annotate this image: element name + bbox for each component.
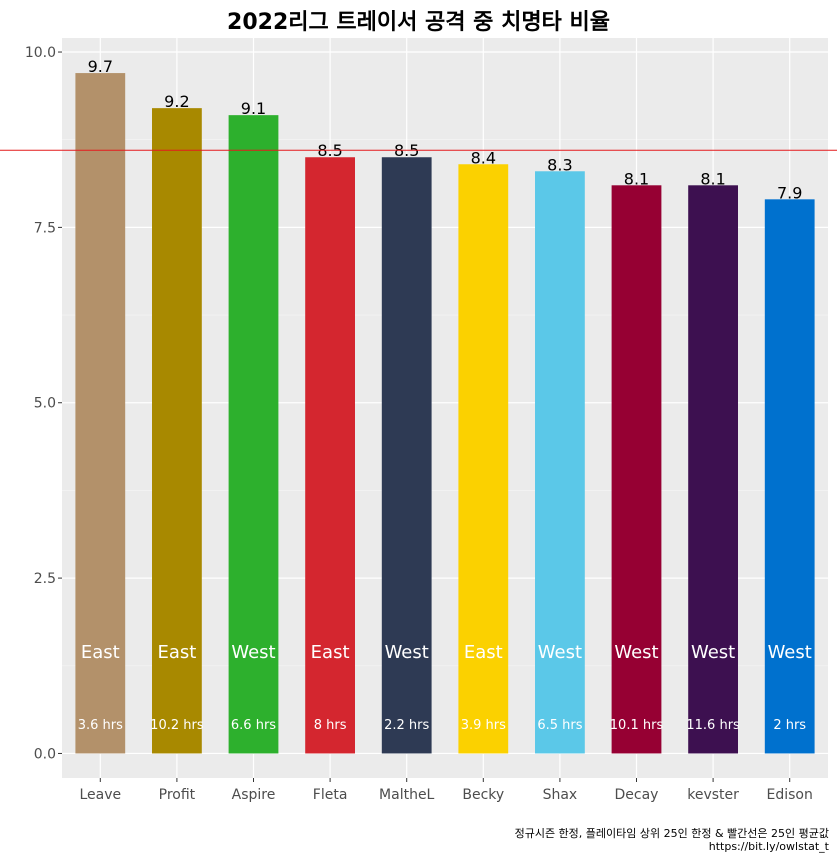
hours-label: 2 hrs [773, 718, 806, 733]
bar-value-label: 9.1 [241, 99, 266, 118]
x-tick-label: Aspire [232, 787, 276, 803]
bar-value-label: 9.2 [164, 92, 189, 111]
chart-caption-note: 정규시즌 한정, 플레이타임 상위 25인 한정 & 빨간선은 25인 평균값 [514, 827, 829, 840]
x-tick-label: Shax [543, 787, 578, 803]
y-tick-label: 2.5 [34, 571, 56, 587]
hours-label: 8 hrs [314, 718, 347, 733]
division-label: East [157, 642, 196, 663]
hours-label: 11.6 hrs [686, 718, 740, 733]
x-tick-label: MaltheL [379, 787, 435, 803]
bar-becky [458, 164, 509, 754]
hours-label: 10.2 hrs [150, 718, 204, 733]
hours-label: 6.6 hrs [231, 718, 276, 733]
division-label: East [464, 642, 503, 663]
bar-value-label: 8.5 [394, 141, 419, 160]
division-label: East [81, 642, 120, 663]
division-label: West [385, 642, 429, 663]
hours-label: 6.5 hrs [537, 718, 582, 733]
division-label: West [691, 642, 735, 663]
y-tick-label: 5.0 [34, 396, 56, 412]
division-label: West [538, 642, 582, 663]
bar-value-label: 9.7 [88, 57, 113, 76]
bar-profit [152, 108, 202, 754]
bar-value-label: 8.4 [471, 148, 496, 167]
x-tick-label: Profit [159, 787, 196, 803]
x-tick-label: Decay [615, 787, 659, 803]
bar-value-label: 8.1 [624, 169, 649, 188]
bar-kevster [688, 185, 738, 754]
hours-label: 10.1 hrs [610, 718, 664, 733]
bar-value-label: 7.9 [777, 183, 802, 202]
division-label: West [231, 642, 275, 663]
bar-leave [75, 73, 126, 754]
hours-label: 3.6 hrs [78, 718, 123, 733]
bar-shax [535, 171, 585, 754]
bar-edison [764, 199, 815, 754]
bar-malthel [381, 157, 432, 754]
bar-value-label: 8.3 [547, 155, 572, 174]
y-tick-label: 10.0 [25, 45, 56, 61]
chart-caption-link: https://bit.ly/owlstat_t [708, 840, 829, 853]
bar-fleta [305, 157, 355, 754]
x-tick-label: Becky [462, 787, 504, 803]
bar-decay [611, 185, 662, 754]
division-label: East [311, 642, 350, 663]
y-tick-label: 0.0 [34, 746, 56, 762]
hours-label: 2.2 hrs [384, 718, 429, 733]
chart-title: 2022리그 트레이서 공격 중 치명타 비율 [227, 10, 610, 35]
division-label: West [614, 642, 658, 663]
x-tick-label: Fleta [313, 787, 348, 803]
x-tick-label: kevster [687, 787, 739, 803]
y-tick-label: 7.5 [34, 220, 56, 236]
x-tick-label: Leave [79, 787, 121, 803]
x-tick-label: Edison [767, 787, 813, 803]
bar-value-label: 8.1 [700, 169, 725, 188]
hours-label: 3.9 hrs [461, 718, 506, 733]
bar-aspire [228, 115, 279, 754]
bar-value-label: 8.5 [317, 141, 342, 160]
division-label: West [768, 642, 812, 663]
